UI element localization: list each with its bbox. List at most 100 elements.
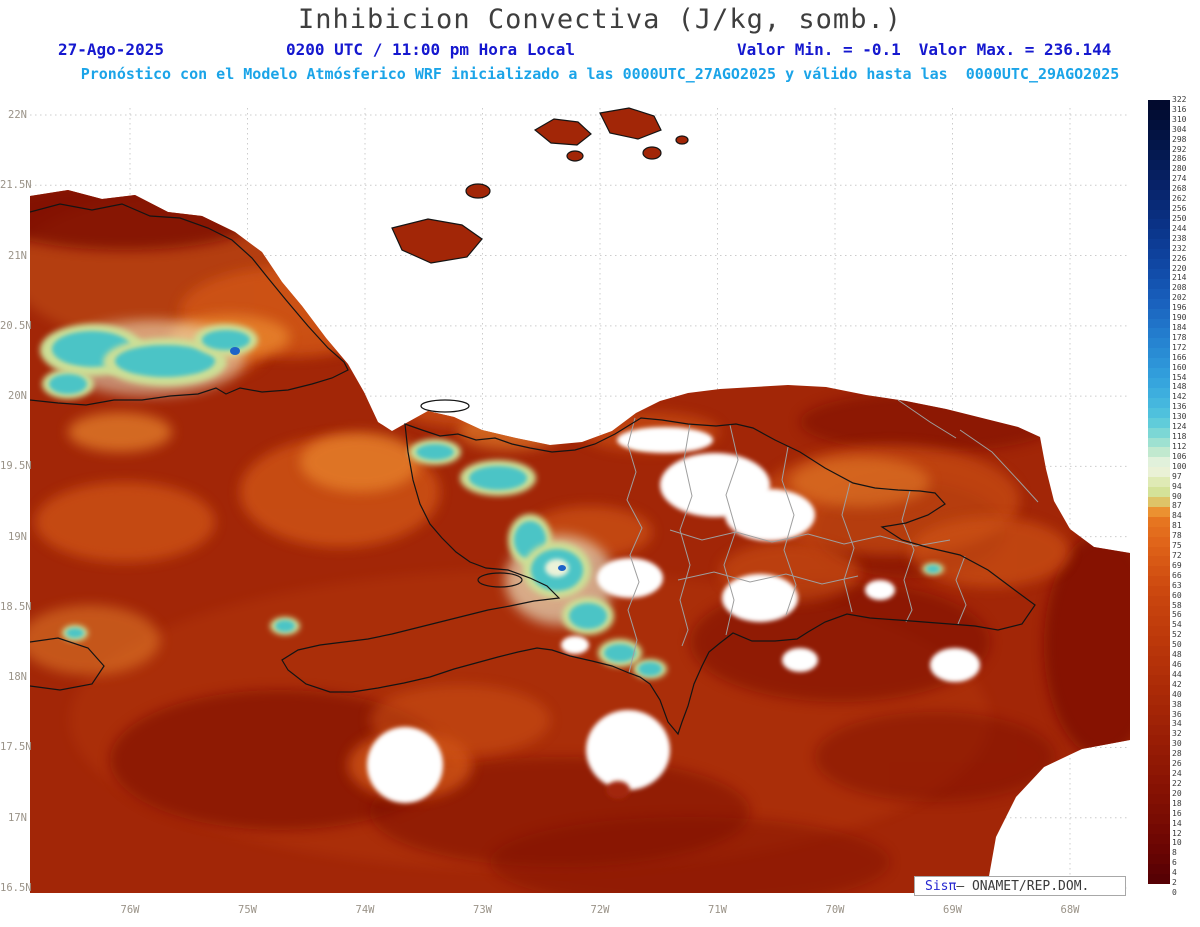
colorbar-tick-label: 142 <box>1172 392 1187 402</box>
colorbar-tick-label: 97 <box>1172 471 1182 481</box>
colorbar-segment <box>1148 367 1170 379</box>
colorbar-segment <box>1148 615 1170 626</box>
colorbar-tick-label: 166 <box>1172 352 1187 362</box>
colorbar-segment <box>1148 209 1170 220</box>
northern-islands <box>391 107 689 264</box>
sispi-brand: Sisπ <box>925 879 957 894</box>
colorbar-segment <box>1148 218 1170 230</box>
colorbar-tick-label: 148 <box>1172 382 1187 392</box>
caicos-island-east <box>599 107 662 140</box>
colorbar-segment <box>1148 665 1170 676</box>
colorbar-tick-label: 78 <box>1172 531 1182 541</box>
colorbar-tick-label: 87 <box>1172 501 1182 511</box>
colorbar-segment <box>1148 446 1170 458</box>
colorbar-segment <box>1148 823 1170 835</box>
colorbar-segment <box>1148 199 1170 210</box>
colorbar-tick-label: 304 <box>1172 124 1187 134</box>
colorbar-tick-label: 0 <box>1172 888 1177 897</box>
colorbar-segment <box>1148 754 1170 765</box>
colorbar-tick-label: 84 <box>1172 511 1182 521</box>
valor-min: Valor Min. = -0.1 <box>737 40 901 59</box>
colorbar-segment <box>1148 793 1170 805</box>
colorbar-segment <box>1148 813 1170 825</box>
lat-tick-label: 20.5N <box>0 319 32 332</box>
colorbar-tick-label: 66 <box>1172 570 1182 580</box>
colorbar-tick-label: 40 <box>1172 689 1182 699</box>
colorbar-segment <box>1148 803 1170 815</box>
colorbar-segment <box>1148 347 1170 359</box>
lon-tick-label: 75W <box>238 904 257 916</box>
colorbar-segment <box>1148 506 1170 517</box>
colorbar-tick-label: 94 <box>1172 481 1182 491</box>
colorbar-segment <box>1148 546 1170 557</box>
colorbar-tick-label: 54 <box>1172 620 1182 630</box>
colorbar-segment <box>1148 853 1170 864</box>
colorbar-segment <box>1148 595 1170 607</box>
colorbar-tick-label: 238 <box>1172 233 1187 243</box>
colorbar-tick-label: 38 <box>1172 699 1182 709</box>
colorbar-segment <box>1148 774 1170 785</box>
colorbar-segment <box>1148 337 1170 349</box>
colorbar-segment <box>1148 308 1170 319</box>
colorbar-segment <box>1148 159 1170 170</box>
colorbar-tick-label: 44 <box>1172 669 1182 679</box>
colorbar-tick-label: 256 <box>1172 204 1187 214</box>
colorbar-segment <box>1148 456 1170 468</box>
colorbar-segment <box>1148 476 1170 488</box>
colorbar-tick-label: 22 <box>1172 778 1182 788</box>
colorbar-tick-label: 60 <box>1172 590 1182 600</box>
colorbar-tick-label: 4 <box>1172 868 1177 878</box>
colorbar-segment <box>1148 605 1170 616</box>
colorbar-tick-label: 274 <box>1172 174 1187 184</box>
lon-tick-label: 72W <box>590 904 610 916</box>
colorbar-tick-label: 36 <box>1172 709 1182 719</box>
colorbar-tick-label: 190 <box>1172 313 1187 323</box>
colorbar-segment <box>1148 318 1170 329</box>
colorbar-segment <box>1148 109 1170 121</box>
colorbar-tick-label: 12 <box>1172 828 1182 838</box>
colorbar-tick-label: 262 <box>1172 194 1187 204</box>
colorbar-tick-label: 26 <box>1172 759 1182 769</box>
colorbar-tick-label: 52 <box>1172 630 1182 640</box>
colorbar-tick-label: 24 <box>1172 769 1182 779</box>
colorbar-tick-label: 20 <box>1172 788 1182 798</box>
colorbar-segment <box>1148 684 1170 696</box>
colorbar-tick-label: 58 <box>1172 600 1182 610</box>
colorbar-segment <box>1148 863 1170 874</box>
colorbar-segment <box>1148 783 1170 795</box>
colorbar-segment <box>1148 119 1170 131</box>
colorbar-tick-label: 56 <box>1172 610 1182 620</box>
colorbar-tick-label: 280 <box>1172 164 1187 174</box>
forecast-date: 27-Ago-2025 <box>58 40 164 59</box>
colorbar-tick-label: 63 <box>1172 580 1182 590</box>
colorbar-segment <box>1148 625 1170 636</box>
lat-tick-label: 18N <box>8 671 27 684</box>
colorbar-segment <box>1148 149 1170 160</box>
colorbar-tick-label: 226 <box>1172 253 1187 263</box>
colorbar-tick-label: 214 <box>1172 273 1187 283</box>
colorbar-segment <box>1148 655 1170 666</box>
great-inagua-island <box>391 218 483 264</box>
coastline-jamaica <box>30 637 105 691</box>
lat-tick-label: 21.5N <box>0 179 32 192</box>
colorbar-segment <box>1148 238 1170 250</box>
colorbar-tick-label: 18 <box>1172 798 1182 808</box>
colorbar-tick-label: 2 <box>1172 878 1177 888</box>
coastline-cuba <box>30 203 349 406</box>
colorbar-segment <box>1148 139 1170 151</box>
colorbar-tick-label: 10 <box>1172 838 1182 848</box>
isolated-cin-blob <box>606 781 630 799</box>
lat-tick-label: 21N <box>8 249 27 262</box>
colorbar-segment <box>1148 427 1170 438</box>
colorbar-tick-label: 292 <box>1172 144 1187 154</box>
colorbar-segment <box>1148 129 1170 141</box>
turks-island-a <box>566 150 584 162</box>
colorbar-tick-label: 72 <box>1172 550 1182 560</box>
caicos-island-west <box>533 118 592 146</box>
colorbar-segment <box>1148 100 1170 111</box>
colorbar-tick-label: 286 <box>1172 154 1187 164</box>
lat-tick-label: 22N <box>8 109 27 121</box>
colorbar-segment <box>1148 575 1170 587</box>
model-run-line: Pronóstico con el Modelo Atmósferico WRF… <box>80 65 1120 83</box>
